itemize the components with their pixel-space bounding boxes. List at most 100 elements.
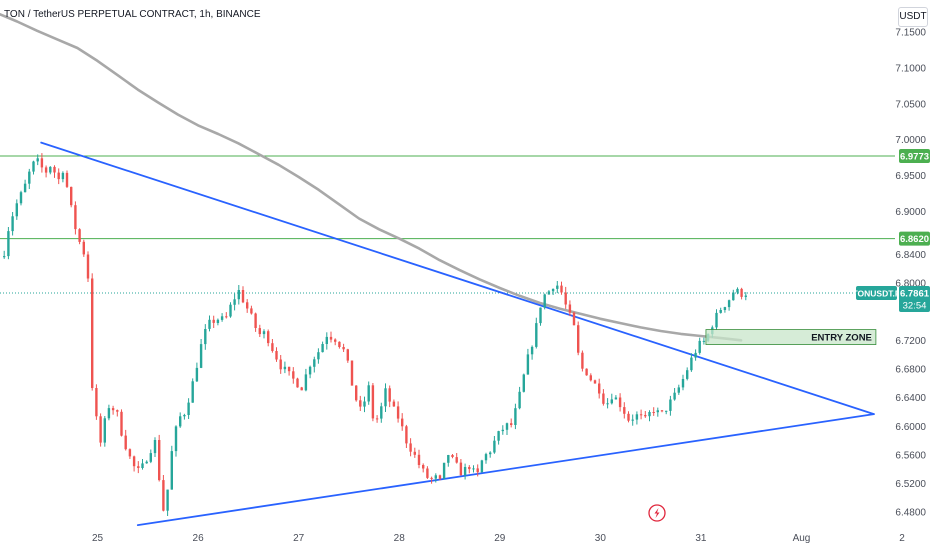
candle-body	[162, 480, 165, 511]
candle-body	[698, 340, 701, 353]
candle-body	[598, 383, 601, 394]
candle-body	[489, 452, 492, 455]
y-tick-label: 6.7200	[895, 336, 926, 347]
candle-body	[618, 397, 622, 408]
candle-body	[149, 453, 152, 462]
candle-body	[3, 256, 6, 258]
candle-body	[463, 467, 467, 476]
candle-body	[292, 371, 295, 379]
candle-body	[271, 343, 274, 351]
candle-body	[70, 186, 73, 206]
candle-body	[472, 468, 475, 470]
candle-body	[497, 431, 500, 441]
lower-trendline[interactable]	[136, 413, 875, 526]
level-label: 6.8620	[900, 234, 929, 245]
candle-body	[681, 379, 685, 388]
candle-body	[447, 455, 450, 463]
upper-trendline[interactable]	[40, 141, 875, 416]
y-tick-label: 6.6800	[895, 364, 926, 375]
candle-body	[631, 419, 634, 421]
candle-body	[413, 451, 416, 455]
candle-body	[510, 423, 513, 425]
candle-body	[153, 440, 157, 454]
x-tick-label: Aug	[793, 533, 811, 544]
candle-body	[95, 388, 98, 417]
candle-body	[225, 316, 228, 318]
candle-body	[602, 393, 605, 404]
candle-body	[107, 408, 111, 419]
y-tick-label: 6.5200	[895, 479, 926, 490]
candle-body	[610, 399, 613, 404]
moving-average-line[interactable]	[0, 13, 743, 342]
candle-body	[371, 385, 375, 419]
candle-body	[350, 360, 354, 386]
x-tick-label: 26	[193, 533, 205, 544]
candle-body	[233, 299, 236, 305]
y-tick-label: 6.8400	[895, 250, 926, 261]
candle-body	[275, 351, 278, 360]
candle-body	[560, 285, 563, 293]
candle-body	[526, 354, 530, 375]
candle-body	[300, 387, 303, 391]
candle-body	[585, 368, 588, 376]
y-tick-label: 6.6000	[895, 422, 926, 433]
x-tick-label: 25	[92, 533, 104, 544]
price-axis-layer: 7.1500 7.1000 7.0500 7.0000 6.9500 6.9000 6.84…	[852, 28, 930, 519]
candle-body	[166, 489, 169, 511]
candle-body	[652, 412, 655, 413]
candle-body	[422, 465, 425, 469]
candle-body	[505, 423, 509, 430]
level-label: 6.9773	[900, 151, 929, 162]
candle-body	[279, 359, 282, 370]
candle-body	[317, 352, 320, 360]
candle-body	[614, 397, 618, 400]
candle-body	[715, 312, 718, 328]
currency-button[interactable]: USDT	[898, 7, 928, 27]
candle-body	[665, 410, 668, 412]
y-tick-label: 7.0000	[895, 135, 926, 146]
candle-body	[539, 307, 542, 324]
annotations-layer: ENTRY ZONE	[705, 329, 877, 345]
candle-body	[543, 294, 546, 308]
candle-body	[547, 291, 551, 295]
candle-body	[606, 403, 609, 405]
candle-body	[313, 359, 316, 367]
flash-glyph-icon	[654, 508, 660, 518]
candle-body	[183, 415, 186, 417]
level-badge	[899, 148, 930, 163]
candle-body	[53, 166, 56, 173]
candle-body	[702, 340, 706, 342]
candle-body	[401, 418, 404, 427]
candle-body	[91, 278, 94, 388]
y-tick-label: 6.6400	[895, 393, 926, 404]
drawing-lines-layer	[0, 13, 875, 526]
candle-body	[103, 418, 106, 443]
candle-body	[434, 475, 437, 479]
last-price-badge	[899, 285, 930, 312]
candle-body	[677, 387, 680, 393]
y-tick-label: 6.9500	[895, 171, 926, 182]
symbol-badge	[856, 285, 897, 300]
candle-body	[409, 443, 412, 452]
candle-body	[262, 331, 266, 335]
candle-body	[644, 415, 647, 417]
y-tick-label: 6.8000	[895, 278, 926, 289]
entry-zone-box[interactable]	[705, 329, 877, 345]
candle-body	[455, 457, 458, 463]
candle-body	[342, 347, 345, 350]
candle-body	[723, 307, 727, 310]
candle-body	[493, 440, 496, 453]
candle-body	[392, 401, 396, 407]
candle-body	[522, 374, 525, 392]
candle-body	[296, 378, 299, 388]
chart-title: TON / TetherUS PERPETUAL CONTRACT, 1h, B…	[4, 9, 261, 20]
candle-body	[204, 329, 207, 345]
symbol-label: TONUSDT.P	[852, 288, 900, 298]
candle-body	[254, 313, 257, 328]
candle-body	[86, 254, 90, 279]
candle-body	[744, 295, 747, 297]
candle-body	[258, 328, 261, 335]
candle-body	[321, 344, 324, 353]
